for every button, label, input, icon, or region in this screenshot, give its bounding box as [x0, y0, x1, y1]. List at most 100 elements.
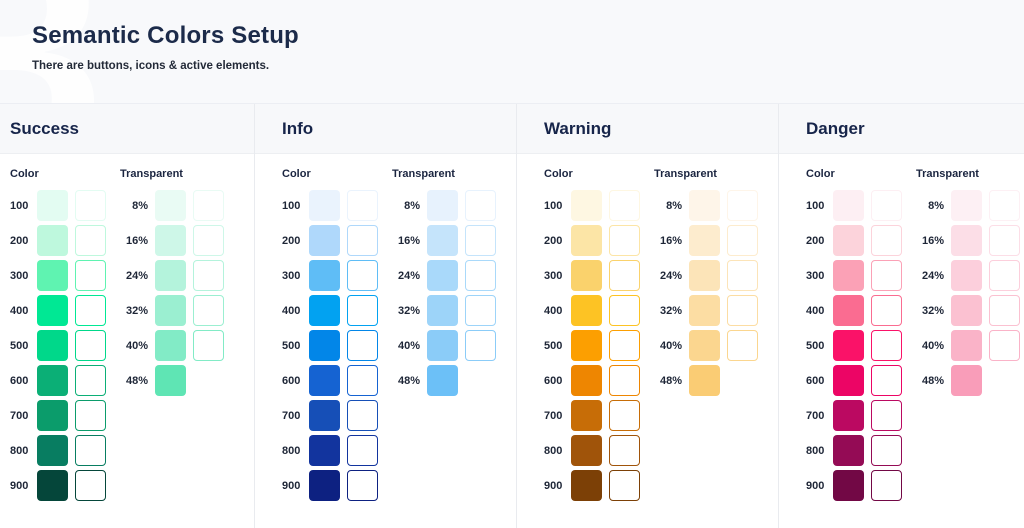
shade-swatch-outlined	[347, 225, 378, 256]
alpha-label: 48%	[921, 374, 944, 387]
sub-column-labels: Color Transparent	[544, 168, 778, 180]
shade-row: 100	[806, 190, 916, 221]
alpha-row: 32%	[916, 295, 1024, 326]
alpha-swatch-filled	[689, 365, 720, 396]
shade-label: 100	[282, 199, 301, 212]
palette-column-header: Danger	[779, 104, 1024, 154]
shade-swatch-filled	[37, 260, 68, 291]
alpha-row: 8%	[654, 190, 778, 221]
alpha-swatch-filled	[155, 330, 186, 361]
shade-swatch-filled	[37, 470, 68, 501]
transparent-column-label: Transparent	[916, 168, 979, 180]
shade-swatch-outlined	[347, 435, 378, 466]
alpha-label: 48%	[659, 374, 682, 387]
alpha-swatch-filled	[689, 260, 720, 291]
shade-row: 700	[10, 400, 120, 431]
shade-row: 400	[544, 295, 654, 326]
alpha-swatch-filled	[427, 365, 458, 396]
shade-swatch-filled	[833, 435, 864, 466]
shade-label: 400	[10, 304, 29, 317]
shade-swatch-outlined	[871, 435, 902, 466]
alpha-label: 24%	[659, 269, 682, 282]
shade-row: 500	[282, 330, 392, 361]
shade-label: 700	[282, 409, 301, 422]
shade-swatch-filled	[37, 435, 68, 466]
shade-row: 200	[10, 225, 120, 256]
shade-row: 400	[806, 295, 916, 326]
alpha-swatch-outlined	[989, 190, 1020, 221]
shade-row: 300	[282, 260, 392, 291]
shade-swatch-outlined	[347, 470, 378, 501]
shade-swatch-outlined	[609, 470, 640, 501]
alpha-swatch-filled	[155, 260, 186, 291]
alpha-label: 32%	[659, 304, 682, 317]
shade-swatch-filled	[833, 400, 864, 431]
shade-label: 700	[10, 409, 29, 422]
color-column-label: Color	[544, 168, 573, 180]
alpha-swatch-filled	[951, 295, 982, 326]
alpha-row: 16%	[120, 225, 254, 256]
alpha-swatch-outlined	[989, 225, 1020, 256]
alpha-row: 16%	[916, 225, 1024, 256]
alpha-row: 48%	[392, 365, 516, 396]
alpha-label: 40%	[397, 339, 420, 352]
alpha-row: 48%	[654, 365, 778, 396]
alpha-swatch-filled	[427, 225, 458, 256]
shade-label: 400	[806, 304, 825, 317]
alpha-label: 16%	[659, 234, 682, 247]
alpha-row: 40%	[392, 330, 516, 361]
alpha-swatch-filled	[155, 295, 186, 326]
alpha-swatch-outlined	[465, 225, 496, 256]
shade-row: 200	[544, 225, 654, 256]
shade-row: 500	[544, 330, 654, 361]
shade-swatch-outlined	[609, 435, 640, 466]
shade-swatch-outlined	[871, 225, 902, 256]
section-number-watermark: 3	[0, 0, 105, 103]
shade-swatch-filled	[309, 330, 340, 361]
alpha-swatch-filled	[689, 330, 720, 361]
shade-swatch-filled	[309, 225, 340, 256]
alpha-swatch-outlined	[989, 330, 1020, 361]
shade-swatch-filled	[37, 365, 68, 396]
alpha-label: 24%	[125, 269, 148, 282]
shade-swatch-outlined	[871, 190, 902, 221]
shade-swatch-outlined	[609, 295, 640, 326]
alpha-label: 16%	[125, 234, 148, 247]
alpha-list: 8% 16% 24% 32% 40% 48%	[654, 190, 778, 505]
shade-swatch-filled	[833, 470, 864, 501]
shade-label: 500	[282, 339, 301, 352]
alpha-label: 24%	[397, 269, 420, 282]
palette-name: Warning	[544, 118, 612, 138]
shade-label: 300	[806, 269, 825, 282]
palette-column-header: Success	[0, 104, 254, 154]
shade-label: 500	[806, 339, 825, 352]
shade-row: 900	[806, 470, 916, 501]
shade-label: 300	[282, 269, 301, 282]
shade-swatch-outlined	[871, 470, 902, 501]
shade-list: 100 200 300 400 500 600 700 800 900	[544, 190, 654, 505]
color-column-label: Color	[10, 168, 39, 180]
shade-swatch-outlined	[609, 225, 640, 256]
palette-column: Success Color Transparent 100 200 300 400 50…	[0, 104, 255, 528]
alpha-list: 8% 16% 24% 32% 40% 48%	[120, 190, 254, 505]
palette-name: Danger	[806, 118, 865, 138]
alpha-swatch-filled	[689, 190, 720, 221]
alpha-swatch-filled	[155, 225, 186, 256]
color-column-label: Color	[282, 168, 311, 180]
shade-label: 600	[544, 374, 563, 387]
shade-label: 500	[544, 339, 563, 352]
shade-label: 200	[806, 234, 825, 247]
shade-label: 100	[544, 199, 563, 212]
shade-swatch-filled	[571, 435, 602, 466]
alpha-label: 32%	[921, 304, 944, 317]
palette-column-body: Color Transparent 100 200 300 400 500 600 700 8…	[779, 154, 1024, 528]
alpha-swatch-outlined	[727, 330, 758, 361]
alpha-swatch-outlined	[193, 225, 224, 256]
shade-swatch-filled	[833, 365, 864, 396]
shade-swatch-filled	[571, 330, 602, 361]
shade-label: 700	[544, 409, 563, 422]
shade-row: 400	[10, 295, 120, 326]
shade-label: 800	[282, 444, 301, 457]
shade-swatch-filled	[309, 295, 340, 326]
